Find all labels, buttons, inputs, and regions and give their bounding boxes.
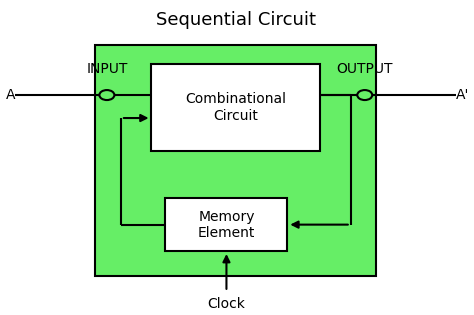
Text: Clock: Clock [208,297,246,311]
Text: OUTPUT: OUTPUT [337,61,393,76]
Text: Sequential Circuit: Sequential Circuit [156,11,316,29]
Text: Memory
Element: Memory Element [198,209,255,240]
Text: A': A' [456,88,470,102]
Bar [165,198,287,251]
Text: Combinational
Circuit: Combinational Circuit [185,92,286,123]
Text: INPUT: INPUT [86,61,128,76]
Text: A: A [6,88,16,102]
Bar [151,64,320,151]
Bar [95,45,376,276]
